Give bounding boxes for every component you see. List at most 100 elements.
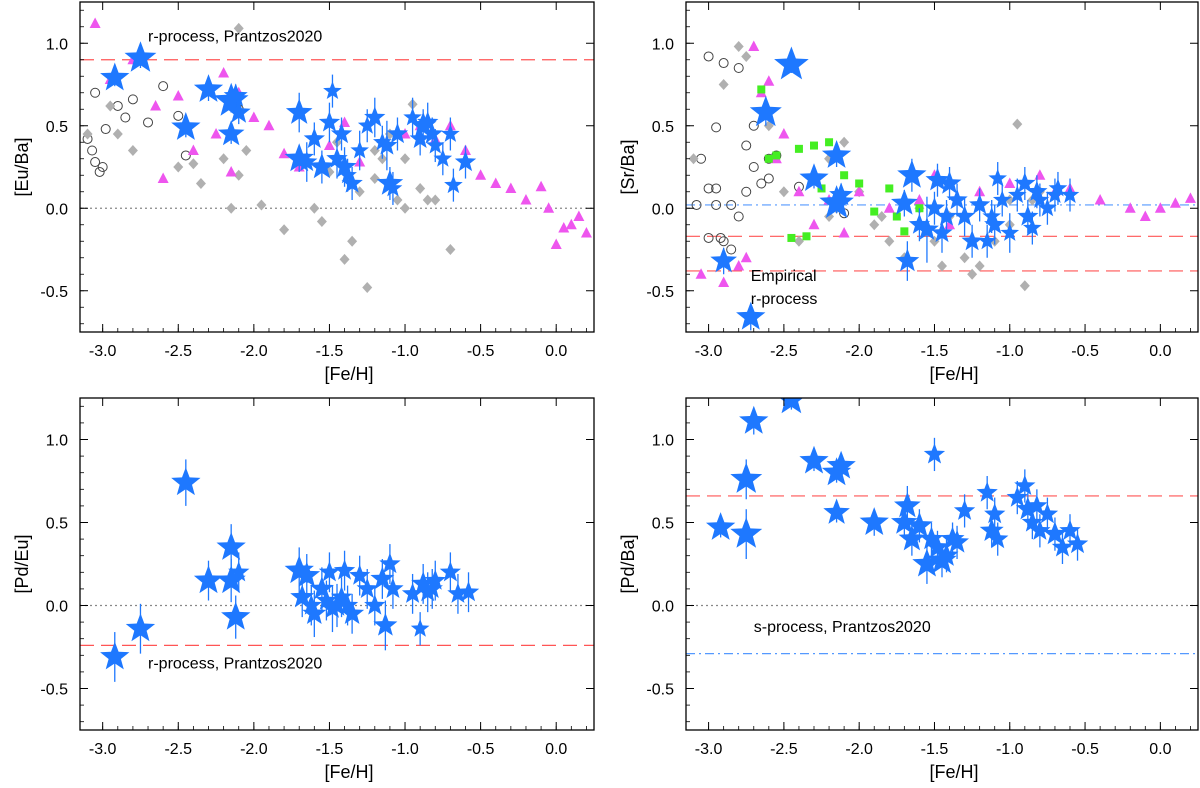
point-star [228,561,250,582]
point-star [303,127,325,148]
point-triangle [1169,197,1181,208]
point-circle-open [748,120,759,131]
point-diamond [884,235,895,247]
point-circle-open [691,199,702,210]
point-star [891,508,918,534]
point-diamond [339,253,350,265]
point-triangle [748,40,760,52]
point-square [757,85,766,94]
point-circle-open [127,94,138,105]
point-triangle [1094,194,1106,205]
y-axis-label: [Pd/Eu] [12,534,32,593]
point-star [1014,474,1036,495]
point-star [302,601,327,624]
x-tick-label: -2.0 [240,343,268,360]
y-tick-label: -0.5 [40,284,68,301]
point-diamond [218,153,229,165]
x-tick-label: -2.5 [770,343,798,360]
y-axis-label: [Sr/Ba] [618,139,638,194]
point-circle-open [703,51,714,62]
point-star [1051,536,1074,557]
point-star [193,74,224,102]
plot-frame [685,397,1199,731]
point-circle-open [748,162,759,172]
point-star [940,526,965,550]
point-diamond [1012,118,1023,130]
point-square [810,141,818,150]
series-diamond [688,41,1045,292]
point-star [1036,503,1059,524]
point-star [323,81,342,99]
y-tick-label: 0.0 [46,599,68,616]
point-star [1026,180,1048,201]
point-triangle [778,128,790,139]
point-star [333,559,356,580]
point-diamond [233,169,244,181]
x-tick-label: -2.5 [164,741,192,758]
point-star [376,134,398,155]
point-star [706,512,736,540]
point-star [386,122,409,144]
plot-frame [79,1,595,333]
point-triangle [490,177,502,188]
point-triangle [883,202,895,213]
point-diamond [226,202,237,214]
x-axis-label: [Fe/H] [929,364,978,384]
point-circle-open [100,124,111,135]
point-star [376,169,404,195]
point-circle-open [726,199,737,210]
x-tick-label: -1.0 [996,741,1024,758]
point-diamond [430,194,441,206]
point-star [364,106,386,127]
y-tick-label: 0.5 [46,119,68,136]
point-circle-open [741,140,752,151]
point-triangle [399,128,411,139]
point-circle-open [180,150,191,161]
y-tick-label: 1.0 [652,433,674,450]
point-star [379,552,401,574]
point-triangle [1124,202,1136,213]
x-tick-label: 0.0 [545,343,567,360]
point-triangle [1034,169,1046,180]
point-square [840,171,849,180]
point-star [226,99,251,123]
x-tick-label: -2.5 [164,343,192,360]
point-star [318,111,341,132]
point-star [749,95,782,127]
point-star [421,577,443,598]
point-star [774,46,809,80]
point-diamond [112,128,123,140]
point-star [290,584,315,608]
point-square [885,184,894,193]
point-triangle [740,251,752,263]
point-circle-open [97,162,108,172]
point-star [330,122,353,144]
point-diamond [688,153,699,165]
point-star [444,175,463,194]
point-star [217,120,245,146]
point-star [1015,496,1040,520]
point-diamond [279,224,290,236]
x-tick-label: -1.5 [921,741,949,758]
x-axis-label: [Fe/H] [929,762,978,782]
point-star [382,577,404,598]
point-star [710,247,737,273]
point-diamond [316,215,327,227]
point-star [356,577,378,598]
point-circle-open [711,183,722,194]
x-axis-label: [Fe/H] [324,364,373,384]
point-star [908,213,931,234]
point-star [953,499,976,520]
point-triangle [263,119,275,131]
y-tick-label: 1.0 [46,36,68,53]
y-axis-label: [Pd/Ba] [618,534,638,593]
panel-pd_ba: -3.0 -2.5 -2.0 -1.5 -1.0 -0.5 0.0 -0.5 0.0 0.5 1.0… [618,397,1199,782]
point-circle-open [718,236,729,247]
point-star [284,555,314,584]
data-layer [706,398,1089,584]
point-diamond [400,153,411,165]
point-star [976,481,998,502]
point-triangle [1154,202,1166,213]
point-square [772,151,781,160]
